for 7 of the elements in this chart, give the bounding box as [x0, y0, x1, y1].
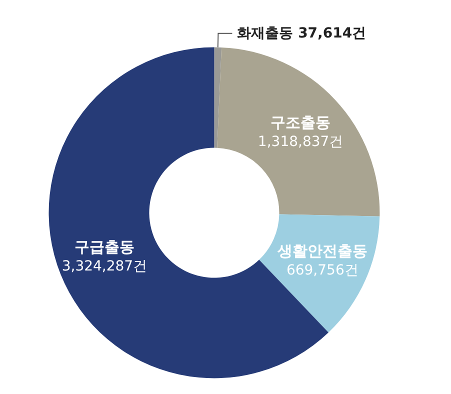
slice-label: 화재출동 37,614건 [237, 25, 366, 42]
slice-label: 구조출동 [270, 113, 331, 132]
slice-label: 생활안전출동 [276, 242, 368, 260]
data-label: 669,756건 [286, 262, 358, 278]
data-label: 1,318,837건 [258, 134, 344, 150]
slice-label: 구급출동 [74, 238, 134, 256]
data-label: 3,324,287건 [62, 258, 148, 275]
